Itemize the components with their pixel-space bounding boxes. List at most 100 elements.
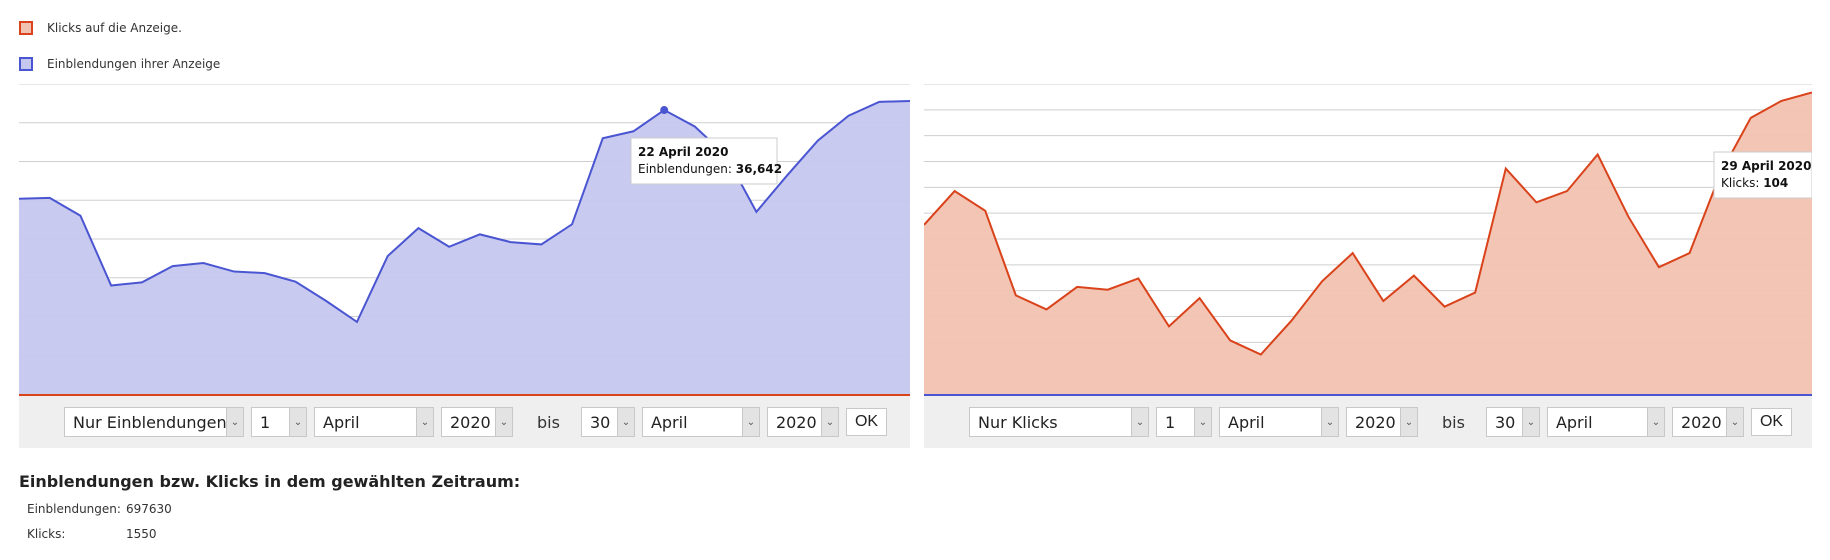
to-month-select[interactable]: April ⌄ (1546, 407, 1665, 437)
chart-klicks: 29 April 2020 Klicks: 104 (924, 84, 1812, 396)
data-point[interactable] (1347, 247, 1359, 259)
chevron-down-icon: ⌄ (1521, 408, 1539, 436)
data-point[interactable] (1010, 289, 1022, 301)
to-day-select[interactable]: 30 ⌄ (1485, 407, 1540, 437)
data-point[interactable] (1622, 210, 1634, 222)
legend-label-einblendungen: Einblendungen ihrer Anzeige (47, 57, 221, 71)
tooltip-value-label: Klicks: (1721, 176, 1763, 190)
data-point[interactable] (1408, 270, 1420, 282)
data-point[interactable] (781, 169, 793, 181)
data-point[interactable] (1653, 261, 1665, 273)
legend-swatch-klicks (19, 21, 33, 35)
from-year-value: 2020 (1355, 412, 1396, 432)
data-point[interactable] (1561, 185, 1573, 197)
chevron-down-icon: ⌄ (226, 408, 243, 436)
data-point[interactable] (320, 295, 332, 307)
data-point[interactable] (873, 96, 885, 108)
data-point[interactable] (566, 218, 578, 230)
data-point[interactable] (750, 206, 762, 218)
chevron-down-icon: ⌄ (416, 408, 433, 436)
chevron-down-icon: ⌄ (1646, 408, 1664, 436)
tooltip-value-label: Einblendungen: (638, 162, 736, 176)
mode-select[interactable]: Nur Klicks ⌄ (969, 407, 1149, 437)
chevron-down-icon: ⌄ (616, 408, 634, 436)
data-point[interactable] (1132, 272, 1144, 284)
data-point[interactable] (812, 135, 824, 147)
data-point[interactable] (1469, 287, 1481, 299)
data-point[interactable] (1255, 349, 1267, 361)
legend-item-klicks[interactable]: Klicks auf die Anzeige. (19, 18, 220, 38)
data-point[interactable] (535, 238, 547, 250)
data-point[interactable] (412, 222, 424, 234)
from-day-select[interactable]: 1 ⌄ (1156, 407, 1212, 437)
legend-item-einblendungen[interactable]: Einblendungen ihrer Anzeige (19, 54, 220, 74)
data-point[interactable] (1071, 281, 1083, 293)
data-point[interactable] (843, 110, 855, 122)
data-point[interactable] (1592, 148, 1604, 160)
data-point[interactable] (105, 280, 117, 292)
ok-button[interactable]: OK (845, 408, 888, 436)
data-point[interactable] (979, 205, 991, 217)
data-point[interactable] (44, 192, 56, 204)
ok-button[interactable]: OK (1750, 408, 1793, 436)
data-point[interactable] (1530, 196, 1542, 208)
data-point[interactable] (1500, 163, 1512, 175)
data-point[interactable] (1194, 292, 1206, 304)
data-point[interactable] (167, 260, 179, 272)
controls-einblendungen: Nur Einblendungen ⌄ 1 ⌄ April ⌄ 2020 ⌄ b… (19, 396, 910, 448)
bis-label: bis (1442, 412, 1465, 432)
legend-label-klicks: Klicks auf die Anzeige. (47, 21, 182, 35)
to-month-value: April (650, 412, 688, 432)
legend-swatch-einblendungen (19, 57, 33, 71)
chart-klicks-svg[interactable]: 29 April 2020 Klicks: 104 (924, 84, 1812, 396)
data-point[interactable] (1040, 303, 1052, 315)
data-point[interactable] (228, 266, 240, 278)
data-point[interactable] (1102, 284, 1114, 296)
data-point[interactable] (627, 125, 639, 137)
from-year-select[interactable]: 2020 ⌄ (441, 407, 513, 437)
data-point[interactable] (1377, 295, 1389, 307)
data-point[interactable] (689, 121, 701, 133)
data-point[interactable] (74, 210, 86, 222)
data-point[interactable] (259, 267, 271, 279)
data-point[interactable] (443, 241, 455, 253)
data-point[interactable] (474, 228, 486, 240)
data-point[interactable] (1775, 95, 1787, 107)
data-point[interactable] (1163, 320, 1175, 332)
mode-select[interactable]: Nur Einblendungen ⌄ (64, 407, 244, 437)
data-point[interactable] (949, 185, 961, 197)
data-point[interactable] (1745, 112, 1757, 124)
data-point[interactable] (1684, 247, 1696, 259)
from-day-select[interactable]: 1 ⌄ (251, 407, 307, 437)
chevron-down-icon: ⌄ (820, 408, 838, 436)
data-point[interactable] (136, 276, 148, 288)
legend: Klicks auf die Anzeige. Einblendungen ih… (19, 18, 220, 90)
to-year-select[interactable]: 2020 ⌄ (766, 407, 839, 437)
to-year-select[interactable]: 2020 ⌄ (1671, 407, 1744, 437)
to-year-value: 2020 (775, 412, 817, 432)
summary-label: Einblendungen: (27, 502, 121, 516)
tooltip-value-number: 104 (1763, 176, 1788, 190)
to-month-select[interactable]: April ⌄ (641, 407, 760, 437)
from-day-value: 1 (260, 412, 271, 432)
summary-row-einblendungen: Einblendungen: 697630 (27, 502, 172, 516)
data-point[interactable] (1285, 315, 1297, 327)
to-day-select[interactable]: 30 ⌄ (580, 407, 635, 437)
data-point[interactable] (382, 250, 394, 262)
controls-klicks: Nur Klicks ⌄ 1 ⌄ April ⌄ 2020 ⌄ bis 30 ⌄… (924, 396, 1812, 448)
data-point[interactable] (1439, 301, 1451, 313)
data-point[interactable] (597, 132, 609, 144)
data-point[interactable] (1316, 275, 1328, 287)
from-day-value: 1 (1165, 412, 1176, 432)
to-year-value: 2020 (1680, 412, 1722, 432)
data-point[interactable] (197, 257, 209, 269)
chart-einblendungen-svg[interactable]: 22 April 2020 Einblendungen: 36,642 (19, 84, 910, 396)
data-point[interactable] (505, 236, 517, 248)
from-month-select[interactable]: April ⌄ (314, 407, 434, 437)
from-year-select[interactable]: 2020 ⌄ (1346, 407, 1418, 437)
data-point[interactable] (351, 316, 363, 328)
from-month-select[interactable]: April ⌄ (1219, 407, 1339, 437)
highlight-point (660, 106, 669, 115)
data-point[interactable] (1224, 334, 1236, 346)
data-point[interactable] (290, 276, 302, 288)
